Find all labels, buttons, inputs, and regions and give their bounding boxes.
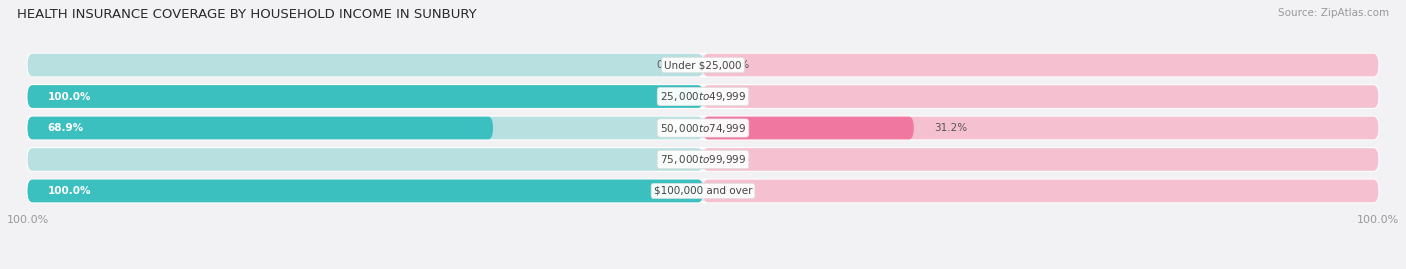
FancyBboxPatch shape [28, 117, 1378, 139]
FancyBboxPatch shape [703, 180, 1378, 202]
Text: 100.0%: 100.0% [48, 186, 91, 196]
FancyBboxPatch shape [703, 54, 1378, 76]
Text: 0.0%: 0.0% [723, 186, 749, 196]
FancyBboxPatch shape [703, 85, 1378, 108]
Text: 0.0%: 0.0% [723, 91, 749, 101]
Text: Source: ZipAtlas.com: Source: ZipAtlas.com [1278, 8, 1389, 18]
Text: HEALTH INSURANCE COVERAGE BY HOUSEHOLD INCOME IN SUNBURY: HEALTH INSURANCE COVERAGE BY HOUSEHOLD I… [17, 8, 477, 21]
FancyBboxPatch shape [28, 117, 494, 139]
Text: 0.0%: 0.0% [657, 154, 683, 164]
FancyBboxPatch shape [28, 85, 703, 108]
Text: 0.0%: 0.0% [657, 60, 683, 70]
Text: Under $25,000: Under $25,000 [664, 60, 742, 70]
FancyBboxPatch shape [28, 148, 703, 171]
FancyBboxPatch shape [703, 148, 1378, 171]
Text: $50,000 to $74,999: $50,000 to $74,999 [659, 122, 747, 134]
Text: $25,000 to $49,999: $25,000 to $49,999 [659, 90, 747, 103]
FancyBboxPatch shape [28, 180, 703, 202]
FancyBboxPatch shape [28, 180, 1378, 202]
Text: 100.0%: 100.0% [48, 91, 91, 101]
FancyBboxPatch shape [28, 54, 703, 76]
Text: 0.0%: 0.0% [723, 154, 749, 164]
FancyBboxPatch shape [28, 180, 703, 202]
FancyBboxPatch shape [28, 85, 1378, 108]
Text: $100,000 and over: $100,000 and over [654, 186, 752, 196]
FancyBboxPatch shape [28, 85, 703, 108]
FancyBboxPatch shape [703, 117, 914, 139]
FancyBboxPatch shape [28, 117, 703, 139]
Text: 0.0%: 0.0% [723, 60, 749, 70]
FancyBboxPatch shape [28, 54, 1378, 76]
Text: $75,000 to $99,999: $75,000 to $99,999 [659, 153, 747, 166]
Text: 31.2%: 31.2% [934, 123, 967, 133]
FancyBboxPatch shape [28, 148, 1378, 171]
FancyBboxPatch shape [703, 117, 1378, 139]
Text: 68.9%: 68.9% [48, 123, 84, 133]
